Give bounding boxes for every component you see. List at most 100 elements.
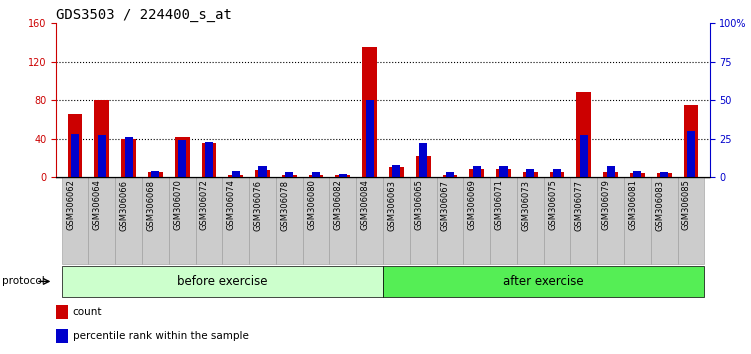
Bar (463, 177, 490, 264)
Bar (56, 305, 68, 319)
Bar (56, 329, 68, 343)
Bar (580, 136, 588, 177)
Bar (633, 171, 641, 177)
Bar (232, 171, 240, 177)
Bar (419, 143, 427, 177)
Bar (499, 166, 508, 177)
Bar (175, 137, 189, 177)
Text: GSM306083: GSM306083 (655, 179, 664, 230)
Bar (366, 100, 374, 177)
Bar (550, 172, 565, 177)
Bar (312, 172, 320, 177)
Text: GSM306072: GSM306072 (200, 179, 209, 230)
Bar (282, 175, 297, 177)
Bar (276, 177, 303, 264)
Bar (125, 137, 133, 177)
Bar (62, 177, 89, 264)
Text: GSM306073: GSM306073 (521, 179, 530, 230)
Bar (526, 169, 534, 177)
Bar (339, 174, 347, 177)
Bar (517, 177, 544, 264)
Bar (356, 177, 383, 264)
Bar (553, 169, 561, 177)
Bar (603, 172, 618, 177)
Bar (624, 177, 651, 264)
Text: GSM306081: GSM306081 (629, 179, 638, 230)
Text: GSM306085: GSM306085 (682, 179, 691, 230)
Bar (336, 175, 350, 177)
Bar (169, 177, 195, 264)
Text: GSM306065: GSM306065 (414, 179, 423, 230)
Text: GDS3503 / 224400_s_at: GDS3503 / 224400_s_at (56, 8, 232, 22)
Text: after exercise: after exercise (503, 275, 584, 288)
Bar (330, 177, 356, 264)
Bar (222, 177, 249, 264)
Bar (249, 177, 276, 264)
Text: GSM306063: GSM306063 (388, 179, 397, 230)
Bar (68, 114, 83, 177)
Bar (446, 172, 454, 177)
Bar (577, 92, 591, 177)
Bar (597, 177, 624, 264)
Bar (416, 156, 430, 177)
Bar (630, 173, 645, 177)
Text: count: count (73, 307, 102, 317)
Bar (258, 166, 267, 177)
Bar (436, 177, 463, 264)
Text: GSM306071: GSM306071 (494, 179, 503, 230)
Bar (201, 143, 216, 177)
Text: GSM306075: GSM306075 (548, 179, 557, 230)
Bar (98, 136, 106, 177)
Bar (178, 140, 186, 177)
Text: before exercise: before exercise (177, 275, 267, 288)
Bar (496, 169, 511, 177)
Bar (362, 47, 377, 177)
Text: GSM306062: GSM306062 (66, 179, 75, 230)
Bar (544, 177, 571, 264)
Text: GSM306074: GSM306074 (227, 179, 236, 230)
Text: GSM306082: GSM306082 (334, 179, 343, 230)
Bar (152, 171, 159, 177)
Text: GSM306084: GSM306084 (360, 179, 369, 230)
Text: percentile rank within the sample: percentile rank within the sample (73, 331, 249, 341)
Bar (651, 177, 677, 264)
Bar (205, 142, 213, 177)
Bar (442, 175, 457, 177)
Bar (571, 177, 597, 264)
Bar (195, 177, 222, 264)
Text: GSM306069: GSM306069 (468, 179, 477, 230)
Text: GSM306079: GSM306079 (602, 179, 611, 230)
Bar (148, 172, 163, 177)
Text: GSM306076: GSM306076 (254, 179, 263, 230)
Bar (383, 266, 704, 297)
Text: GSM306064: GSM306064 (93, 179, 102, 230)
Bar (687, 131, 695, 177)
Bar (142, 177, 169, 264)
Text: GSM306078: GSM306078 (280, 179, 289, 230)
Bar (255, 170, 270, 177)
Text: GSM306066: GSM306066 (119, 179, 128, 230)
Text: GSM306070: GSM306070 (173, 179, 182, 230)
Bar (410, 177, 436, 264)
Bar (660, 172, 668, 177)
Bar (523, 172, 538, 177)
Text: GSM306077: GSM306077 (575, 179, 584, 230)
Bar (303, 177, 330, 264)
Bar (228, 175, 243, 177)
Text: protocol: protocol (2, 276, 44, 286)
Bar (677, 177, 704, 264)
Bar (469, 169, 484, 177)
Bar (383, 177, 410, 264)
Bar (490, 177, 517, 264)
Bar (472, 166, 481, 177)
Bar (285, 172, 294, 177)
Bar (392, 165, 400, 177)
Bar (115, 177, 142, 264)
Bar (62, 266, 383, 297)
Text: GSM306067: GSM306067 (441, 179, 450, 230)
Bar (309, 175, 324, 177)
Bar (121, 138, 136, 177)
Bar (657, 173, 671, 177)
Bar (89, 177, 115, 264)
Bar (683, 105, 698, 177)
